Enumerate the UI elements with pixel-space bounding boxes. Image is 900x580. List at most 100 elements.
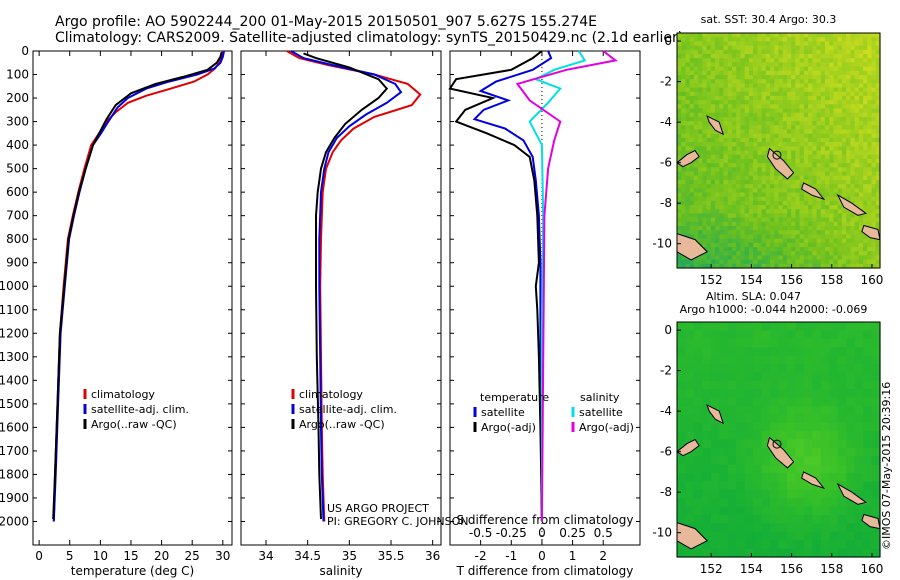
map-cell	[846, 121, 851, 126]
map-cell	[825, 45, 830, 51]
map-cell	[710, 100, 716, 105]
map-cell	[710, 154, 716, 160]
map-cell	[689, 33, 695, 38]
map-cell	[812, 75, 818, 80]
map-cell	[841, 163, 847, 168]
sla-map-title: Altim. SLA: 0.047	[706, 290, 801, 303]
map-cell	[795, 447, 805, 457]
map-cell	[833, 205, 839, 210]
land-mass	[861, 224, 881, 241]
map-cell	[850, 184, 856, 189]
map-cell	[757, 209, 763, 215]
map-cell	[770, 389, 780, 399]
map-cell	[867, 150, 873, 156]
map-cell	[795, 167, 801, 173]
map-cell	[825, 66, 830, 72]
map-cell	[702, 456, 712, 466]
map-cell	[846, 515, 856, 524]
map-cell	[693, 506, 703, 516]
map-cell	[693, 100, 699, 105]
map-cell	[719, 137, 725, 143]
map-cell	[710, 87, 716, 93]
map-cell	[736, 347, 746, 357]
map-cell	[867, 188, 873, 194]
map-cell	[698, 87, 703, 93]
map-cell	[770, 45, 775, 51]
map-cell	[833, 129, 839, 135]
map-cell	[791, 230, 796, 235]
map-cell	[774, 45, 780, 51]
map-cell	[681, 133, 686, 139]
map-cell	[727, 355, 737, 365]
map-cell	[854, 83, 860, 89]
map-cell	[871, 83, 877, 89]
map-cell	[706, 221, 712, 227]
map-cell	[744, 150, 750, 156]
map-cell	[727, 506, 737, 516]
map-cell	[757, 179, 763, 185]
map-cell	[799, 171, 805, 177]
map-cell	[719, 531, 729, 541]
map-cell	[854, 112, 860, 118]
map-cell	[829, 473, 839, 483]
map-cell	[723, 133, 729, 139]
depth-tick-label: 1600	[0, 420, 29, 434]
map-cell	[820, 188, 826, 194]
map-cell	[677, 414, 687, 424]
map-cell	[715, 146, 720, 152]
map-cell	[761, 242, 767, 248]
map-cell	[693, 54, 699, 59]
map-cell	[727, 498, 737, 508]
map-cell	[867, 100, 873, 105]
map-cell	[871, 221, 877, 227]
map-cell	[829, 506, 839, 516]
map-cell	[723, 163, 729, 168]
map-cell	[719, 397, 729, 407]
map-cell	[858, 234, 864, 240]
map-cell	[702, 79, 708, 84]
map-cell	[748, 62, 754, 68]
map-cell	[816, 142, 822, 147]
map-cell	[854, 188, 860, 194]
map-cell	[841, 83, 847, 89]
map-cell	[829, 142, 835, 147]
map-cell	[681, 70, 686, 76]
depth-tick-label: 1100	[0, 303, 29, 317]
map-cell	[812, 158, 818, 164]
map-cell	[689, 209, 695, 215]
map-cell	[753, 116, 758, 122]
map-cell	[702, 137, 708, 143]
map-cell	[820, 205, 826, 210]
map-cell	[757, 104, 763, 110]
map-cell	[787, 234, 792, 240]
map-cell	[693, 481, 703, 491]
map-cell	[710, 41, 716, 47]
map-cell	[732, 62, 737, 68]
map-cell	[706, 230, 712, 235]
map-cell	[702, 62, 708, 68]
map-cell	[710, 355, 720, 365]
map-cell	[757, 167, 763, 173]
map-cell	[736, 112, 741, 118]
map-cell	[795, 238, 801, 244]
map-cell	[875, 158, 881, 164]
map-cell	[710, 431, 720, 441]
map-cell	[710, 380, 720, 390]
map-cell	[867, 112, 873, 118]
map-cell	[850, 221, 856, 227]
map-cell	[791, 221, 796, 227]
map-cell	[744, 234, 750, 240]
map-cell	[774, 150, 780, 156]
map-cell	[829, 422, 839, 432]
map-cell	[761, 146, 767, 152]
map-cell	[799, 95, 805, 101]
map-cell	[871, 66, 877, 72]
map-cell	[837, 66, 843, 72]
map-cell	[740, 108, 746, 114]
map-cell	[761, 45, 767, 51]
map-cell	[850, 104, 856, 110]
map-cell	[736, 255, 741, 261]
map-cell	[787, 238, 792, 244]
series-line-satellite-adj-clim-	[290, 50, 403, 522]
map-cell	[698, 121, 703, 126]
